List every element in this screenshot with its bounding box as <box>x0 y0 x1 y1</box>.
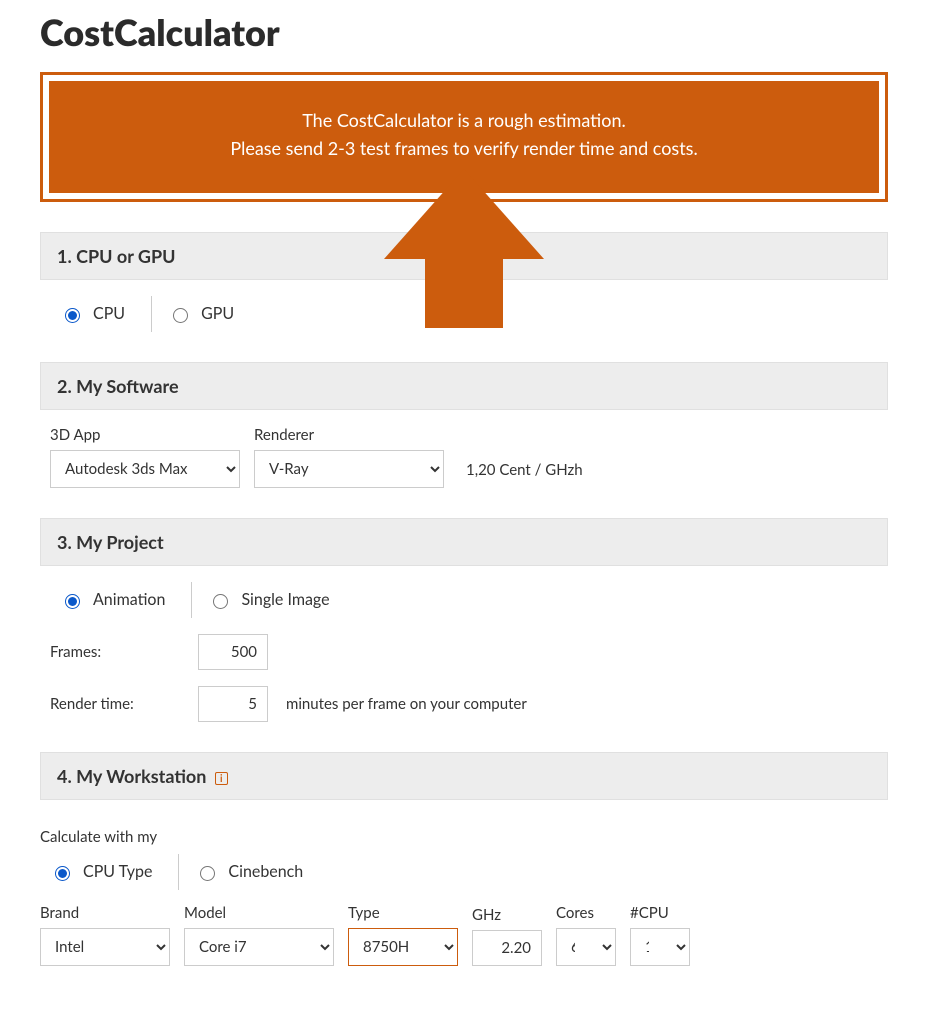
banner-line-1: The CostCalculator is a rough estimation… <box>69 107 859 135</box>
project-single-radio[interactable] <box>213 594 228 609</box>
frames-input[interactable] <box>198 634 268 670</box>
calc-cinebench-radio[interactable] <box>200 866 215 881</box>
section-2-header: 2. My Software <box>40 362 888 410</box>
divider <box>151 296 152 332</box>
calc-cinebench-label: Cinebench <box>228 862 303 881</box>
processor-cpu-option[interactable]: CPU <box>50 296 145 331</box>
calc-with-label: Calculate with my <box>40 828 878 846</box>
software-renderer-select[interactable]: V-Ray <box>254 450 444 488</box>
project-animation-radio[interactable] <box>65 594 80 609</box>
divider <box>191 582 192 618</box>
cores-select[interactable]: 6 <box>556 928 616 966</box>
processor-radio-group: CPU GPU <box>50 296 878 332</box>
section-4-title: 4. My Workstation <box>57 765 206 787</box>
project-single-label: Single Image <box>241 590 329 609</box>
processor-cpu-radio[interactable] <box>65 308 80 323</box>
model-select[interactable]: Core i7 <box>184 928 334 966</box>
page-title: CostCalculator <box>40 10 888 54</box>
calc-mode-radio-group: CPU Type Cinebench <box>40 854 878 890</box>
info-icon[interactable]: i <box>215 772 228 785</box>
cores-label: Cores <box>556 904 616 922</box>
section-4-header: 4. My Workstation i <box>40 752 888 800</box>
processor-gpu-option[interactable]: GPU <box>158 296 254 331</box>
project-animation-option[interactable]: Animation <box>50 582 185 617</box>
model-label: Model <box>184 904 334 922</box>
calc-cinebench-option[interactable]: Cinebench <box>185 854 323 889</box>
project-single-option[interactable]: Single Image <box>198 582 349 617</box>
ncpu-select[interactable]: 1 <box>630 928 690 966</box>
brand-label: Brand <box>40 904 170 922</box>
divider <box>178 854 179 890</box>
calc-cputype-radio[interactable] <box>55 866 70 881</box>
processor-cpu-label: CPU <box>93 304 125 323</box>
rendertime-after-label: minutes per frame on your computer <box>286 695 527 713</box>
project-animation-label: Animation <box>93 590 165 609</box>
section-3-header: 3. My Project <box>40 518 888 566</box>
type-label: Type <box>348 904 458 922</box>
banner-line-2: Please send 2-3 test frames to verify re… <box>69 135 859 163</box>
calc-cputype-option[interactable]: CPU Type <box>40 854 172 889</box>
software-renderer-label: Renderer <box>254 426 444 444</box>
section-1-header: 1. CPU or GPU <box>40 232 888 280</box>
ncpu-label: #CPU <box>630 904 690 922</box>
rendertime-label: Render time: <box>50 695 180 713</box>
project-type-radio-group: Animation Single Image <box>50 582 878 618</box>
calc-cputype-label: CPU Type <box>83 862 152 881</box>
type-select[interactable]: 8750H <box>348 928 458 966</box>
software-app-select[interactable]: Autodesk 3ds Max <box>50 450 240 488</box>
software-app-label: 3D App <box>50 426 240 444</box>
software-price-note: 1,20 Cent / GHzh <box>458 461 583 488</box>
brand-select[interactable]: Intel <box>40 928 170 966</box>
notice-banner: The CostCalculator is a rough estimation… <box>40 72 888 202</box>
processor-gpu-radio[interactable] <box>173 308 188 323</box>
rendertime-input[interactable] <box>198 686 268 722</box>
frames-label: Frames: <box>50 643 180 661</box>
processor-gpu-label: GPU <box>201 304 234 323</box>
ghz-input[interactable] <box>472 930 542 966</box>
ghz-label: GHz <box>472 906 542 924</box>
